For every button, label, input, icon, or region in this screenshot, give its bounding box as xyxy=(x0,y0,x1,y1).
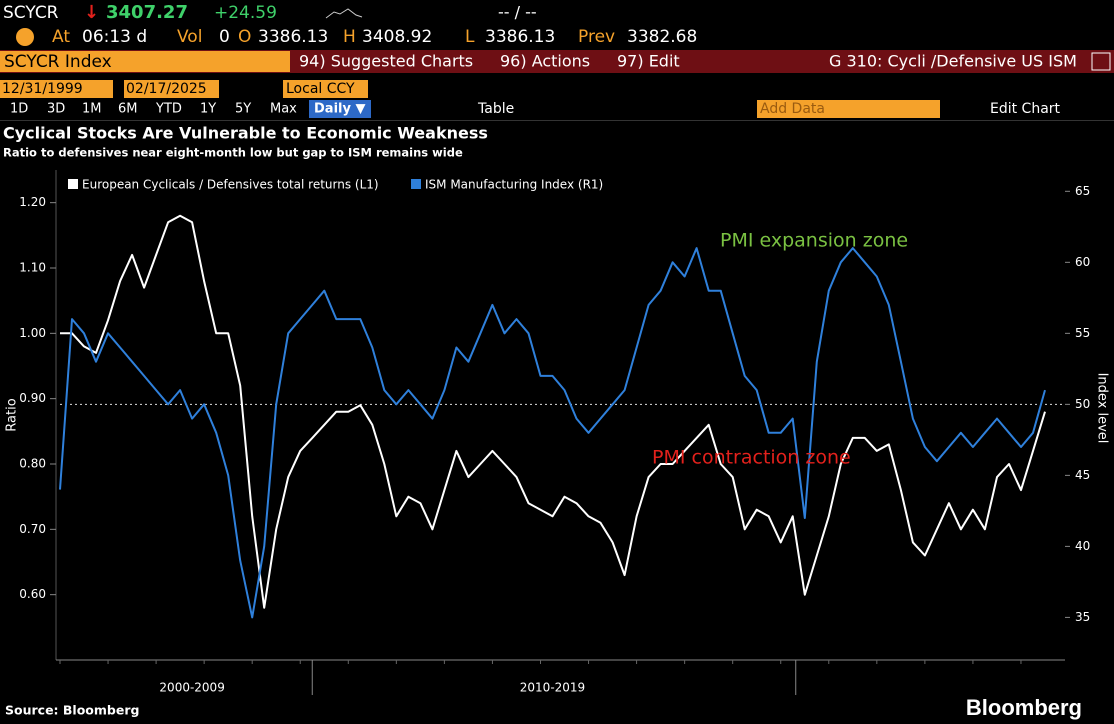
y2-tick-label: 60 xyxy=(1075,255,1090,269)
ticker: SCYCR xyxy=(3,3,59,23)
period-button[interactable]: 6M xyxy=(118,102,138,117)
clock-icon xyxy=(16,28,34,46)
x-tick-label: 2000-2009 xyxy=(159,681,224,695)
y-tick-label: 0.90 xyxy=(19,391,46,405)
series-line xyxy=(59,247,1046,619)
chart-title: Cyclical Stocks Are Vulnerable to Econom… xyxy=(3,124,488,143)
start-date-box[interactable] xyxy=(0,80,113,98)
y2-tick-label: 40 xyxy=(1075,539,1090,553)
start-date[interactable]: 12/31/1999 xyxy=(2,81,83,97)
change-arrow: ↓ xyxy=(84,2,99,23)
currency-box[interactable] xyxy=(283,80,368,98)
menu-item[interactable]: 96) Actions xyxy=(500,52,590,71)
end-date[interactable]: 02/17/2025 xyxy=(126,81,207,97)
time: 06:13 d xyxy=(82,27,147,47)
close-button[interactable] xyxy=(1091,52,1111,71)
y2-axis-label: Index level xyxy=(1095,373,1110,444)
y-tick-label: 0.60 xyxy=(19,587,46,601)
y-tick-label: 0.80 xyxy=(19,457,46,471)
chart-id[interactable]: G 310: Cycli /Defensive US ISM xyxy=(829,52,1077,71)
net-change: +24.59 xyxy=(214,3,277,23)
add-data[interactable]: Add Data xyxy=(760,101,825,117)
at-label: At xyxy=(52,27,70,47)
edit-chart[interactable]: Edit Chart xyxy=(990,101,1061,117)
y2-tick-label: 45 xyxy=(1075,468,1090,482)
security-box[interactable] xyxy=(0,51,290,72)
frequency[interactable]: Daily ▼ xyxy=(314,102,365,117)
y-tick-label: 1.00 xyxy=(19,326,46,340)
security[interactable]: SCYCR Index xyxy=(4,52,112,72)
sparkline-icon xyxy=(325,8,363,19)
series-line xyxy=(60,214,1046,609)
prev: 3382.68 xyxy=(627,27,697,47)
vol: 0 xyxy=(219,27,230,47)
open-label: O xyxy=(238,27,251,47)
source: Source: Bloomberg xyxy=(5,703,139,718)
menu-item[interactable]: 94) Suggested Charts xyxy=(299,52,473,71)
brand: Bloomberg xyxy=(966,695,1082,720)
x-tick-label: 2010-2019 xyxy=(520,681,585,695)
period-button[interactable]: 1Y xyxy=(200,102,216,117)
y2-tick-label: 55 xyxy=(1075,326,1090,340)
y-tick-label: 1.20 xyxy=(19,195,46,209)
add-data-box[interactable] xyxy=(757,100,940,118)
legend-label: ISM Manufacturing Index (R1) xyxy=(425,178,603,192)
open: 3386.13 xyxy=(258,27,328,47)
last-price: 3407.27 xyxy=(106,2,188,23)
toolbar-divider xyxy=(0,120,1114,121)
low: 3386.13 xyxy=(485,27,555,47)
period-button[interactable]: 1M xyxy=(82,102,102,117)
chart-subtitle: Ratio to defensives near eight-month low… xyxy=(3,146,463,160)
high: 3408.92 xyxy=(362,27,432,47)
y2-tick-label: 35 xyxy=(1075,610,1090,624)
prev-label: Prev xyxy=(578,27,615,47)
period-button[interactable]: YTD xyxy=(155,102,182,117)
y-axis-label: Ratio xyxy=(5,398,20,431)
y2-tick-label: 65 xyxy=(1075,184,1090,198)
annotation: PMI contraction zone xyxy=(652,447,851,469)
period-button[interactable]: 3D xyxy=(47,102,65,117)
bid-ask: -- / -- xyxy=(498,3,537,22)
table-button[interactable]: Table xyxy=(477,101,514,117)
legend-swatch xyxy=(68,179,78,189)
y-tick-label: 0.70 xyxy=(19,522,46,536)
period-button[interactable]: Max xyxy=(270,102,297,117)
period-button[interactable]: 1D xyxy=(10,102,28,117)
annotation: PMI expansion zone xyxy=(720,230,908,252)
period-button[interactable]: 5Y xyxy=(235,102,251,117)
menu-item[interactable]: 97) Edit xyxy=(617,52,680,71)
y-tick-label: 1.10 xyxy=(19,261,46,275)
vol-label: Vol xyxy=(177,27,202,47)
legend-label: European Cyclicals / Defensives total re… xyxy=(82,178,379,192)
frequency-button[interactable] xyxy=(309,100,371,118)
high-label: H xyxy=(343,27,356,47)
currency[interactable]: Local CCY xyxy=(286,81,355,97)
low-label: L xyxy=(465,27,475,47)
end-date-box[interactable] xyxy=(124,80,219,98)
y2-tick-label: 50 xyxy=(1075,397,1090,411)
legend-swatch xyxy=(411,179,421,189)
